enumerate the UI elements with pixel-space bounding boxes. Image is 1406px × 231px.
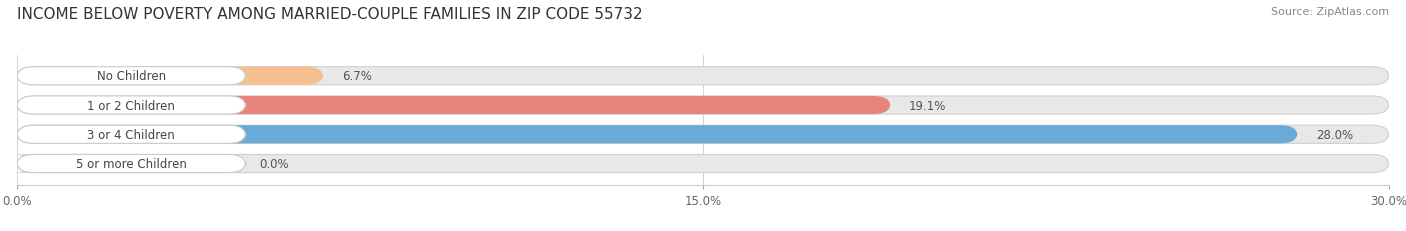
Text: 1 or 2 Children: 1 or 2 Children (87, 99, 176, 112)
FancyBboxPatch shape (17, 97, 1389, 115)
FancyBboxPatch shape (13, 155, 34, 173)
Text: No Children: No Children (97, 70, 166, 83)
Text: 3 or 4 Children: 3 or 4 Children (87, 128, 176, 141)
FancyBboxPatch shape (17, 155, 1389, 173)
FancyBboxPatch shape (17, 155, 246, 173)
Text: 6.7%: 6.7% (342, 70, 371, 83)
FancyBboxPatch shape (17, 97, 890, 115)
FancyBboxPatch shape (17, 126, 1298, 144)
FancyBboxPatch shape (17, 97, 246, 115)
Text: 5 or more Children: 5 or more Children (76, 157, 187, 170)
Text: INCOME BELOW POVERTY AMONG MARRIED-COUPLE FAMILIES IN ZIP CODE 55732: INCOME BELOW POVERTY AMONG MARRIED-COUPL… (17, 7, 643, 22)
Text: 0.0%: 0.0% (259, 157, 288, 170)
FancyBboxPatch shape (17, 67, 246, 85)
FancyBboxPatch shape (17, 126, 246, 144)
Text: Source: ZipAtlas.com: Source: ZipAtlas.com (1271, 7, 1389, 17)
Text: 28.0%: 28.0% (1316, 128, 1353, 141)
FancyBboxPatch shape (17, 67, 323, 85)
Text: 19.1%: 19.1% (908, 99, 946, 112)
FancyBboxPatch shape (17, 67, 1389, 85)
FancyBboxPatch shape (17, 126, 1389, 144)
